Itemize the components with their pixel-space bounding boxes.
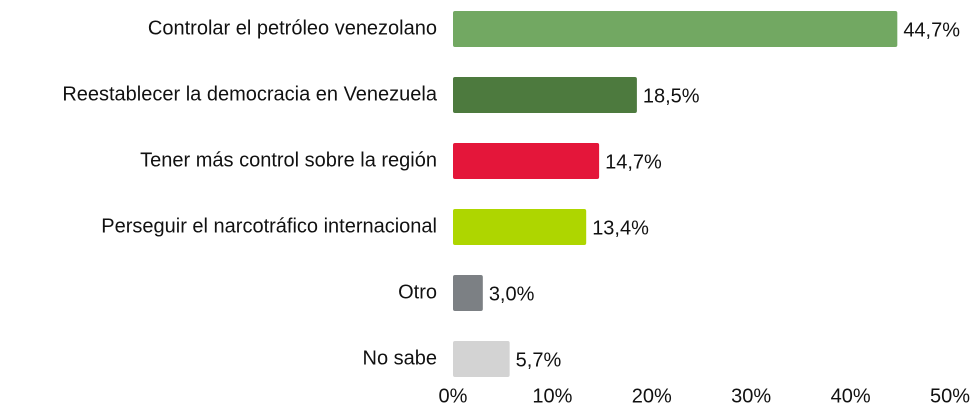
x-tick-label: 40% <box>831 385 871 407</box>
value-label: 44,7% <box>903 19 960 41</box>
value-label: 13,4% <box>592 217 649 239</box>
bar <box>453 11 898 47</box>
value-label: 5,7% <box>516 349 562 371</box>
bar <box>453 143 600 179</box>
x-tick-label: 10% <box>532 385 572 407</box>
value-label: 3,0% <box>489 283 535 305</box>
value-label: 14,7% <box>605 151 662 173</box>
bar <box>453 275 483 311</box>
category-label: Controlar el petróleo venezolano <box>148 17 437 39</box>
category-label: Reestablecer la democracia en Venezuela <box>62 83 438 105</box>
bar <box>453 341 510 377</box>
x-tick-label: 20% <box>632 385 672 407</box>
x-tick-label: 30% <box>731 385 771 407</box>
x-tick-label: 50% <box>930 385 970 407</box>
category-label: Perseguir el narcotráfico internacional <box>101 215 437 237</box>
category-label: Otro <box>398 281 437 303</box>
value-label: 18,5% <box>643 85 700 107</box>
bar <box>453 77 637 113</box>
x-tick-label: 0% <box>439 385 468 407</box>
bar <box>453 209 587 245</box>
category-label: Tener más control sobre la región <box>140 149 437 171</box>
category-label: No sabe <box>363 347 438 369</box>
